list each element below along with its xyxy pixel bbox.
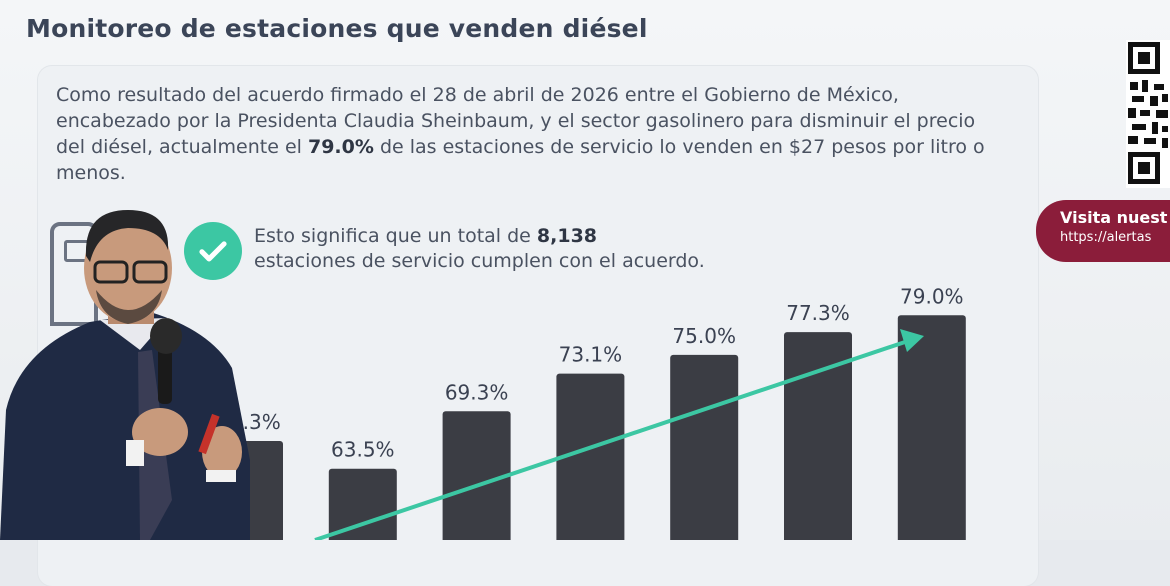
bar-3 bbox=[442, 411, 511, 540]
intro-paragraph: Como resultado del acuerdo firmado el 28… bbox=[56, 82, 996, 186]
visit-site-badge[interactable]: Visita nuest https://alertas bbox=[1036, 200, 1170, 262]
presentation-screen: Monitoreo de estaciones que venden diése… bbox=[0, 0, 1170, 540]
bar-2 bbox=[328, 468, 397, 540]
bar-4 bbox=[556, 373, 625, 540]
bar-label-1: 66.3% bbox=[217, 410, 281, 434]
bar-1 bbox=[215, 441, 283, 540]
trend-arrow-icon bbox=[314, 339, 909, 540]
slide-title: Monitoreo de estaciones que venden diése… bbox=[26, 14, 648, 43]
bar-chart: 66.3% 63.5% 69.3% 73.1% 75.0% 77.3% 79.0% bbox=[215, 284, 966, 540]
summary-line1: Esto significa que un total de bbox=[254, 225, 537, 247]
bar-label-4: 73.1% bbox=[559, 343, 623, 367]
bar-7 bbox=[897, 315, 966, 540]
intro-highlight: 79.0% bbox=[307, 136, 374, 158]
check-circle-icon bbox=[184, 222, 242, 280]
bar-label-3: 69.3% bbox=[445, 380, 509, 404]
badge-title: Visita nuest bbox=[1060, 208, 1168, 227]
summary-highlight: 8,138 bbox=[536, 225, 598, 247]
summary-line2: estaciones de servicio cumplen con el ac… bbox=[254, 250, 705, 272]
bar-label-6: 77.3% bbox=[786, 301, 850, 325]
intro-text-before: Como resultado del acuerdo firmado el 28… bbox=[56, 84, 976, 158]
badge-url[interactable]: https://alertas bbox=[1060, 230, 1152, 245]
summary-text: Esto significa que un total de 8,138 esta… bbox=[254, 224, 705, 274]
bar-label-5: 75.0% bbox=[672, 324, 736, 348]
intro-text-after: de las estaciones de servicio lo venden … bbox=[56, 136, 985, 184]
trend-arrow-head bbox=[900, 329, 924, 352]
bar-label-2: 63.5% bbox=[331, 438, 395, 462]
qr-code-icon[interactable] bbox=[1126, 40, 1170, 188]
bar-label-7: 79.0% bbox=[900, 284, 964, 308]
bar-5 bbox=[670, 354, 739, 540]
bar-6 bbox=[784, 332, 852, 540]
